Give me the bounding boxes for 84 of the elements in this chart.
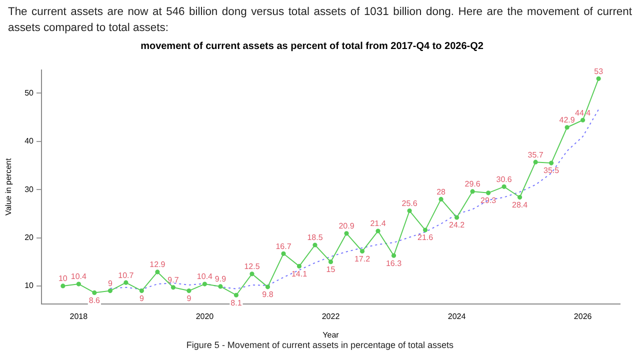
data-label: 15 (326, 265, 336, 274)
data-label: 28.4 (512, 200, 528, 210)
data-label: 14.1 (291, 269, 308, 278)
y-tick-label: 10 (24, 281, 34, 290)
y-axis-title: Value in percent (4, 158, 14, 216)
caption: Figure 5 - Movement of current assets in percentage of total assets (185, 340, 455, 350)
point (124, 280, 128, 285)
data-label: 9 (139, 294, 144, 303)
point (265, 284, 270, 290)
point (186, 288, 192, 294)
point (407, 208, 412, 214)
data-label: 16.7 (276, 242, 292, 251)
data-label: 28 (436, 187, 446, 196)
point (328, 260, 334, 264)
x-tick-label: 2026 (574, 312, 592, 321)
point (549, 160, 554, 166)
data-label: 17.2 (354, 254, 371, 264)
data-label: 10 (58, 274, 68, 284)
data-label: 24.2 (448, 220, 466, 230)
point (139, 288, 144, 294)
point (596, 76, 601, 81)
data-label: 16.3 (386, 258, 402, 268)
point (202, 282, 208, 286)
point (580, 118, 586, 122)
point (92, 290, 97, 296)
data-label: 10.7 (118, 270, 134, 280)
y-tick-label: 50 (24, 88, 34, 98)
data-label: 9.8 (262, 290, 274, 300)
x-tick-label: 2018 (70, 312, 88, 321)
data-label: 29.6 (464, 180, 481, 189)
point (76, 282, 81, 286)
text: The current assets are now at 546 billion dong versus total assets of 1031 billion dong. Here are the movement of current assets compared to total assets: (8, 5, 632, 36)
point (502, 184, 506, 189)
point (422, 228, 428, 232)
data-label: 30.6 (496, 174, 512, 184)
data-label: 9 (108, 278, 113, 288)
point (533, 160, 538, 164)
point (312, 242, 318, 248)
y-tick-label: 40 (24, 136, 34, 146)
data-label: 42.9 (559, 116, 576, 125)
data-label: 9 (186, 294, 192, 303)
point (60, 284, 66, 288)
point (281, 251, 286, 256)
data-label: 12.9 (150, 260, 166, 270)
data-label: 9.9 (214, 274, 227, 284)
point (155, 270, 160, 274)
x-tick-label: 2020 (196, 312, 214, 321)
data-label: 53 (594, 66, 604, 76)
point (108, 288, 112, 294)
data-label: 18.5 (307, 233, 324, 242)
point (564, 125, 570, 130)
data-label: 12.5 (244, 262, 260, 272)
point (391, 253, 396, 258)
point (470, 189, 475, 194)
x-axis-title: Year (322, 330, 340, 340)
point (486, 190, 491, 196)
data-label: 9.7 (168, 276, 180, 285)
point (296, 264, 302, 268)
point (438, 196, 444, 202)
data-label: 21.6 (417, 233, 434, 242)
point (376, 228, 380, 234)
data-label: 8.6 (88, 296, 101, 305)
y-tick-label: 20 (24, 232, 34, 242)
x-tick-label: 2024 (448, 312, 466, 321)
data-label: 35.7 (528, 150, 544, 160)
point (234, 292, 239, 298)
data-label: 35.5 (544, 166, 560, 176)
point (344, 231, 349, 236)
y-tick-label: 30 (24, 184, 34, 194)
point (218, 284, 223, 289)
data-label: 21.4 (370, 219, 386, 228)
point (518, 194, 522, 200)
data-label: 10.4 (196, 272, 214, 282)
point (360, 248, 365, 254)
data-label: 8.1 (230, 298, 242, 308)
chart-title: movement of current assets as percent of total from 2017-Q4 to 2026-Q2 (140, 40, 484, 52)
point (454, 215, 460, 220)
point (250, 272, 254, 276)
x-tick-label: 2022 (322, 312, 340, 321)
point (170, 285, 176, 290)
data-label: 10.4 (70, 272, 88, 282)
data-label: 25.6 (402, 198, 418, 208)
data-label: 29.3 (480, 196, 497, 206)
data-label: 20.9 (338, 222, 355, 231)
